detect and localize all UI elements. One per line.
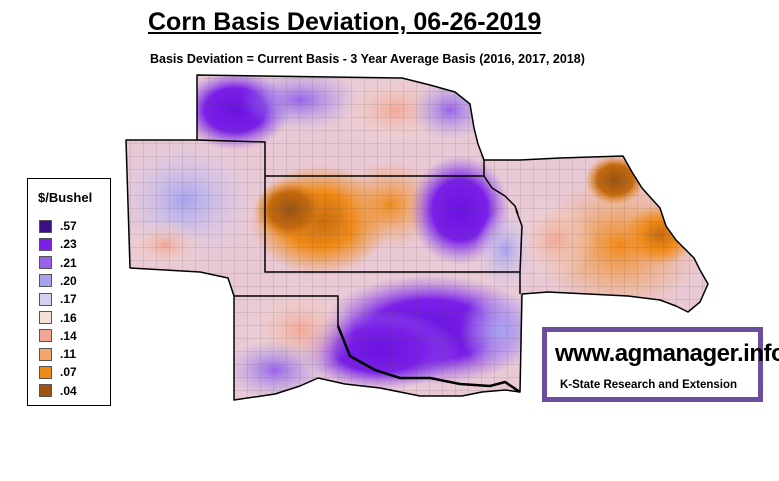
map-legend: $/Bushel .57 .23 .21 .20 .17 .16 .14 .11 .07 .04 (27, 178, 111, 406)
legend-label: .04 (60, 383, 77, 398)
legend-swatch (39, 237, 52, 251)
legend-item: .21 (39, 256, 77, 270)
legend-item: .17 (39, 292, 77, 306)
legend-swatch (39, 274, 52, 288)
legend-swatch (39, 292, 52, 306)
legend-label: .16 (60, 310, 77, 325)
legend-swatch (39, 219, 52, 233)
badge-url: www.agmanager.info (555, 340, 779, 367)
legend-swatch (39, 329, 52, 343)
legend-label: .14 (60, 328, 77, 343)
state-borders (125, 74, 709, 401)
legend-label: .57 (60, 219, 77, 233)
legend-swatch (39, 347, 52, 361)
map-subtitle: Basis Deviation = Current Basis - 3 Year… (150, 52, 585, 66)
badge-org: K-State Research and Extension (560, 379, 738, 391)
legend-item: .07 (39, 365, 77, 379)
legend-item: .16 (39, 311, 77, 325)
legend-label: .21 (60, 255, 77, 270)
legend-label: .23 (60, 237, 77, 252)
agmanager-badge: www.agmanager.info K-State Research and … (542, 327, 779, 402)
map-title: Corn Basis Deviation, 06-26-2019 (148, 8, 542, 36)
legend-swatch (39, 256, 52, 270)
legend-swatch (39, 311, 52, 324)
legend-swatch (39, 384, 52, 398)
legend-item: .14 (39, 329, 77, 343)
legend-title: $/Bushel (38, 190, 93, 205)
badge-panel: www.agmanager.info K-State Research and … (547, 332, 779, 397)
legend-label: .11 (60, 347, 77, 362)
legend-item: .11 (39, 347, 76, 361)
legend-label: .07 (60, 365, 77, 380)
legend-item: .04 (39, 384, 77, 398)
legend-item: .57 (39, 219, 77, 233)
legend-label: .20 (60, 273, 77, 288)
legend-item: .20 (39, 274, 77, 288)
legend-swatch (39, 365, 52, 379)
legend-item: .23 (39, 237, 77, 251)
legend-label: .17 (60, 292, 77, 307)
